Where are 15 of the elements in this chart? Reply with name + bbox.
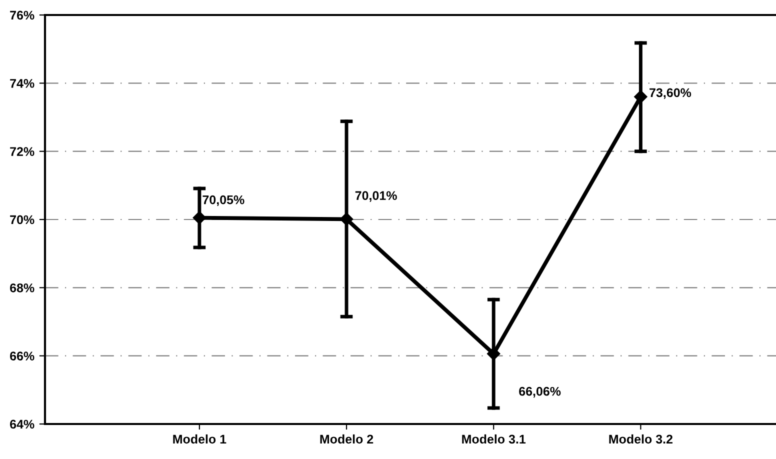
data-label: 70,05%	[202, 195, 244, 206]
y-tick-label: 76%	[10, 10, 34, 20]
x-tick-label: Modelo 3.2	[609, 434, 672, 444]
x-tick-label: Modelo 1	[173, 434, 226, 444]
y-tick-label: 74%	[10, 79, 34, 88]
data-label: 70,01%	[355, 191, 397, 202]
y-tick-label: 66%	[10, 352, 34, 360]
data-label: 73,60%	[650, 88, 692, 99]
y-tick-label: 68%	[10, 283, 34, 292]
y-tick-label: 70%	[10, 215, 34, 224]
data-label: 66,06%	[519, 386, 561, 398]
y-tick-label: 64%	[10, 420, 34, 429]
y-tick-label: 72%	[10, 147, 34, 156]
x-tick-label: Modelo 2	[320, 434, 374, 444]
x-tick-label: Modelo 3.1	[462, 434, 526, 444]
